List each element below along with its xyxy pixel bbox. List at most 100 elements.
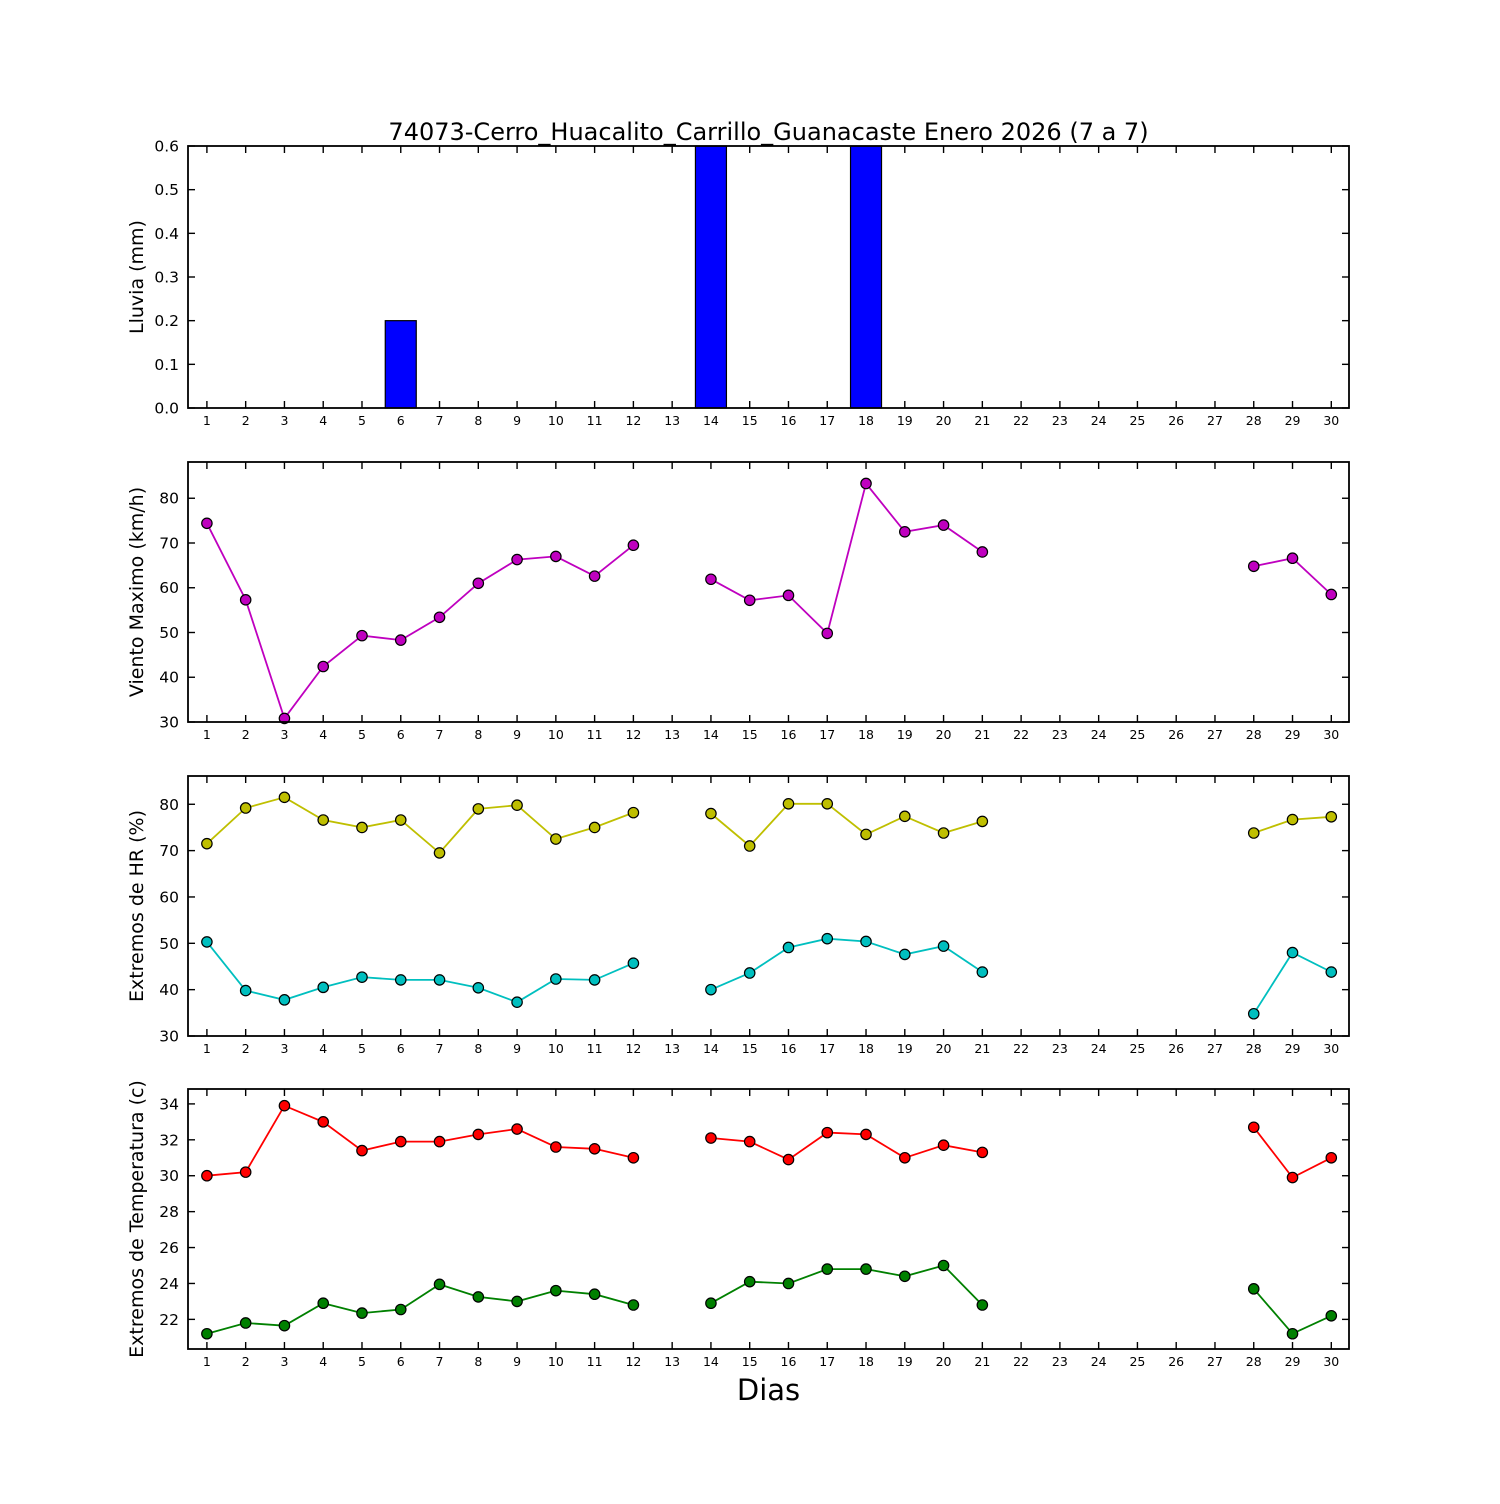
- ylabel-viento-maximo: Viento Maximo (km/h): [126, 487, 148, 697]
- y-tick-label: 50: [159, 624, 179, 642]
- x-tick-label: 12: [625, 413, 641, 428]
- data-point-hr-minima-day-18: [860, 935, 872, 948]
- x-tick-label: 9: [513, 413, 521, 428]
- x-tick-label: 4: [319, 1354, 327, 1369]
- data-point-viento-maximo-day-19: [898, 526, 911, 538]
- x-tick-label: 2: [242, 413, 250, 428]
- x-tick-label: 13: [664, 1041, 680, 1056]
- data-point-hr-maxima-day-9: [511, 799, 523, 811]
- axes-frame: [187, 775, 1350, 1037]
- x-tick-label: 14: [703, 727, 719, 742]
- x-tick-label: 30: [1323, 1354, 1339, 1369]
- data-point-temp-minima-day-20: [937, 1259, 950, 1272]
- data-point-viento-maximo-day-3: [278, 712, 291, 725]
- x-tick-label: 23: [1052, 1354, 1068, 1369]
- data-point-hr-minima-day-11: [588, 974, 601, 986]
- subplot-hr: 1 2 3 4 5 6 7 8 9 10 11 12 13 14 15 16 17 18 19 20 21 22 23 24 2…: [159, 775, 1350, 1056]
- data-point-hr-maxima-day-18: [860, 828, 872, 841]
- data-point-temp-maxima-day-8: [472, 1128, 485, 1141]
- x-tick-label: 2: [242, 727, 250, 742]
- x-tick-label: 7: [436, 727, 444, 742]
- data-point-hr-maxima-day-11: [588, 821, 601, 834]
- x-tick-label: 7: [436, 413, 444, 428]
- data-point-temp-maxima-day-7: [433, 1135, 446, 1148]
- x-tick-label: 20: [936, 1354, 952, 1369]
- x-tick-label: 30: [1323, 727, 1339, 742]
- y-tick-label: 22: [159, 1311, 179, 1329]
- data-point-hr-maxima-day-19: [898, 810, 911, 823]
- data-point-temp-minima-day-10: [550, 1284, 562, 1297]
- data-point-hr-maxima-day-10: [550, 833, 562, 845]
- data-point-temp-minima-day-8: [472, 1291, 485, 1303]
- x-tick-label: 18: [858, 1041, 874, 1056]
- y-tick-label: 60: [159, 888, 179, 906]
- x-tick-label: 24: [1091, 413, 1107, 428]
- data-point-temp-minima-day-14: [705, 1297, 717, 1310]
- x-tick-label: 26: [1168, 413, 1184, 428]
- x-tick-label: 5: [358, 1041, 366, 1056]
- x-tick-label: 23: [1052, 727, 1068, 742]
- data-point-viento-maximo-day-16: [782, 589, 795, 602]
- data-point-temp-maxima-day-15: [743, 1135, 756, 1148]
- x-tick-label: 20: [936, 413, 952, 428]
- x-tick-label: 21: [974, 1041, 990, 1056]
- data-point-temp-minima-day-7: [433, 1278, 446, 1291]
- y-tick-label: 28: [159, 1203, 179, 1221]
- y-tick-label: 70: [159, 534, 179, 552]
- data-point-temp-minima-day-4: [317, 1297, 330, 1310]
- rain-bar-day-18: [849, 145, 883, 409]
- x-tick-label: 22: [1013, 1041, 1029, 1056]
- x-tick-label: 21: [974, 1354, 990, 1369]
- data-point-viento-maximo-day-4: [317, 660, 330, 673]
- x-tick-label: 29: [1285, 1041, 1301, 1056]
- x-tick-label: 19: [897, 413, 913, 428]
- y-tick-label: 60: [159, 579, 179, 597]
- x-tick-label: 8: [474, 727, 482, 742]
- y-tick-label: 0.6: [154, 138, 179, 156]
- x-tick-label: 24: [1091, 727, 1107, 742]
- x-tick-label: 6: [397, 727, 405, 742]
- x-tick-label: 22: [1013, 727, 1029, 742]
- x-tick-label: 29: [1285, 413, 1301, 428]
- x-tick-label: 28: [1246, 727, 1262, 742]
- data-point-temp-minima-day-30: [1325, 1309, 1338, 1322]
- data-point-viento-maximo-day-28: [1247, 560, 1260, 573]
- x-tick-label: 3: [280, 1041, 288, 1056]
- x-tick-label: 28: [1246, 1041, 1262, 1056]
- x-axis-title: Dias: [737, 1373, 800, 1407]
- x-tick-label: 16: [781, 1041, 797, 1056]
- data-point-temp-minima-day-18: [860, 1263, 872, 1275]
- data-point-hr-maxima-day-14: [705, 807, 717, 820]
- x-tick-label: 8: [474, 413, 482, 428]
- data-point-viento-maximo-day-1: [201, 517, 213, 530]
- x-tick-label: 8: [474, 1354, 482, 1369]
- x-tick-label: 15: [742, 1354, 758, 1369]
- data-point-viento-maximo-day-11: [588, 570, 601, 582]
- x-tick-label: 28: [1246, 413, 1262, 428]
- x-tick-label: 17: [819, 1041, 835, 1056]
- data-point-temp-maxima-day-2: [239, 1166, 252, 1178]
- rain-bar-day-6: [384, 320, 417, 409]
- y-tick-label: 0.3: [154, 269, 179, 287]
- x-tick-label: 25: [1129, 1041, 1145, 1056]
- x-tick-label: 27: [1207, 413, 1223, 428]
- data-point-hr-maxima-day-21: [976, 815, 989, 828]
- data-point-temp-maxima-day-3: [278, 1099, 291, 1112]
- series-line-temp-minima: [206, 1264, 1332, 1335]
- x-tick-label: 1: [203, 727, 211, 742]
- data-point-hr-minima-day-19: [898, 948, 911, 961]
- axes-frame: [187, 461, 1350, 723]
- x-tick-label: 9: [513, 1041, 521, 1056]
- y-tick-label: 30: [159, 1028, 179, 1046]
- data-point-hr-minima-day-12: [627, 957, 640, 970]
- data-point-hr-minima-day-16: [782, 941, 795, 954]
- x-tick-label: 4: [319, 1041, 327, 1056]
- x-tick-label: 17: [819, 727, 835, 742]
- x-tick-label: 13: [664, 413, 680, 428]
- data-point-hr-maxima-day-30: [1325, 810, 1338, 823]
- data-point-hr-maxima-day-8: [472, 803, 485, 815]
- axes-frame: [187, 145, 1350, 409]
- x-tick-label: 20: [936, 1041, 952, 1056]
- data-point-temp-minima-day-21: [976, 1299, 989, 1311]
- x-tick-label: 4: [319, 413, 327, 428]
